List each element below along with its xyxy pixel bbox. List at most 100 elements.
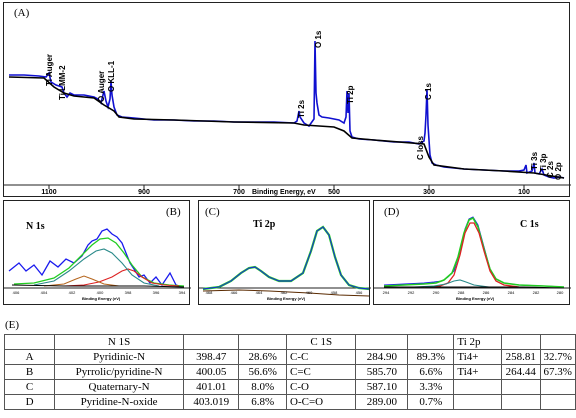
n1s-component-b: [33, 248, 160, 287]
table-cell: Pyridine-N-oxide: [54, 394, 184, 410]
table-cell: 400.05: [182, 364, 240, 380]
ti2p-fit-envelope: [202, 225, 370, 291]
peak-label-ti-2p: Ti 2p: [346, 85, 355, 104]
n1s-panel: N 1s (B) 406 404 402 400 398 396 394 Bin…: [3, 200, 191, 305]
table-cell: 587.10: [355, 379, 409, 395]
panel-label-d: (D): [384, 206, 400, 218]
c1s-xtick: 294: [382, 290, 390, 295]
table-header-row: N 1S C 1S Ti 2p: [3, 334, 576, 350]
c1s-plot: [374, 216, 571, 289]
n1s-xtick: 406: [12, 290, 20, 295]
n1s-xtick: 402: [68, 290, 76, 295]
table-cell: [539, 379, 576, 395]
table-cell: 401.01: [182, 379, 240, 395]
survey-x-axis-title: Binding Energy, eV: [252, 189, 316, 196]
table-cell: 289.00: [355, 394, 409, 410]
c1s-panel: (D) C 1s 294 292 290 288 286 284 282 280…: [373, 200, 571, 305]
table-header-n1s: N 1S: [54, 334, 184, 350]
table-cell: 89.3%: [407, 349, 455, 365]
peak-label-o-1s: O 1s: [314, 30, 323, 48]
table-cell: [453, 379, 502, 395]
n1s-xtick: 396: [152, 290, 160, 295]
table-cell: 398.47: [182, 349, 240, 365]
table-cell: Ti4+: [453, 364, 502, 380]
ti2p-baseline: [202, 289, 370, 297]
table-cell: C-C: [285, 349, 357, 365]
c1s-raw-line: [383, 216, 565, 288]
table-cell: [500, 379, 541, 395]
table-header-ti2p: Ti 2p: [453, 334, 502, 350]
n1s-xtick: 398: [124, 290, 132, 295]
table-cell: 8.0%: [238, 379, 287, 395]
table-cell: Pyrrolic/pyridine-N: [54, 364, 184, 380]
panel-label-c: (C): [205, 206, 220, 218]
survey-xtick: 900: [138, 189, 150, 196]
table-cell: [539, 394, 576, 410]
c1s-xtick: 292: [407, 290, 415, 295]
peak-label-ti-2s: Ti 2s: [297, 99, 306, 118]
table-cell: 67.3%: [539, 364, 576, 380]
table-cell: 284.90: [355, 349, 409, 365]
peak-label-ti-lmm: Ti LMM-2: [58, 65, 67, 100]
table-cell: [500, 334, 541, 350]
survey-panel: (A) Ti Auger Ti LMM-2 O Auger O KLL-1 Ti…: [3, 2, 571, 197]
survey-xtick: 500: [328, 189, 340, 196]
ti2p-panel: (C) Ti 2p 468 466 464 462 460 458 456 Bi…: [198, 200, 371, 305]
n1s-x-axis-title: Binding Energy (eV): [82, 296, 121, 301]
peak-label-ti-3s: Ti 3s: [530, 151, 539, 170]
survey-plot: [4, 40, 571, 189]
ti2p-plot: [199, 225, 371, 297]
table-cell: 6.8%: [238, 394, 287, 410]
survey-baseline: [8, 76, 565, 179]
results-table-section: (E) N 1S C 1S Ti 2p A Pyridinic-N 398.47…: [0, 318, 576, 418]
table-cell: 56.6%: [238, 364, 287, 380]
ti2p-x-axis-title: Binding Energy (eV): [267, 296, 306, 301]
ti2p-xtick: 456: [355, 290, 363, 295]
ti2p-xtick: 462: [280, 290, 288, 295]
table-row: A Pyridinic-N 398.47 28.6% C-C 284.90 89…: [3, 349, 576, 365]
ti2p-xtick: 468: [205, 290, 213, 295]
peak-label-ti-auger: Ti Auger: [45, 53, 54, 86]
n1s-baseline: [11, 284, 185, 288]
table-row: C Quaternary-N 401.01 8.0% C-O 587.10 3.…: [3, 379, 576, 395]
table-cell: C-O: [285, 379, 357, 395]
table-cell: [453, 394, 502, 410]
n1s-title: N 1s: [26, 221, 45, 232]
table-cell: [3, 334, 56, 350]
ti2p-title: Ti 2p: [253, 219, 276, 230]
table-cell: Quaternary-N: [54, 379, 184, 395]
panel-label-b: (B): [166, 206, 181, 218]
peak-label-o-kll: O KLL-1: [107, 60, 116, 92]
table-cell: Pyridinic-N: [54, 349, 184, 365]
table-cell: 32.7%: [539, 349, 576, 365]
table-cell: A: [3, 349, 56, 365]
table-cell: [500, 394, 541, 410]
table-cell: O-C=O: [285, 394, 357, 410]
table-cell: [182, 334, 240, 350]
ti2p-xtick: 458: [330, 290, 338, 295]
survey-xtick: 1100: [41, 189, 57, 196]
table-cell: [238, 334, 287, 350]
c1s-x-axis-title: Binding Energy (eV): [456, 296, 495, 301]
table-cell: 264.44: [500, 364, 541, 380]
ti2p-xtick: 466: [230, 290, 238, 295]
c1s-baseline: [384, 286, 565, 289]
n1s-raw-line: [8, 228, 183, 288]
table-header-c1s: C 1S: [285, 334, 357, 350]
c1s-xtick: 286: [482, 290, 490, 295]
table-cell: 585.70: [355, 364, 409, 380]
panel-label-e: (E): [5, 319, 20, 331]
n1s-plot: [4, 228, 191, 289]
xps-results-table: N 1S C 1S Ti 2p A Pyridinic-N 398.47 28.…: [3, 334, 576, 410]
table-row: B Pyrrolic/pyridine-N 400.05 56.6% C=C 5…: [3, 364, 576, 380]
table-cell: 28.6%: [238, 349, 287, 365]
table-cell: 403.019: [182, 394, 240, 410]
peak-label-c-1s: C 1s: [424, 83, 433, 100]
table-cell: C=C: [285, 364, 357, 380]
table-cell: C: [3, 379, 56, 395]
table-cell: [407, 334, 455, 350]
survey-spectrum-line: [9, 40, 565, 179]
peak-label-c-loss: C loss: [416, 135, 425, 160]
ti2p-xtick: 460: [305, 290, 313, 295]
table-cell: B: [3, 364, 56, 380]
